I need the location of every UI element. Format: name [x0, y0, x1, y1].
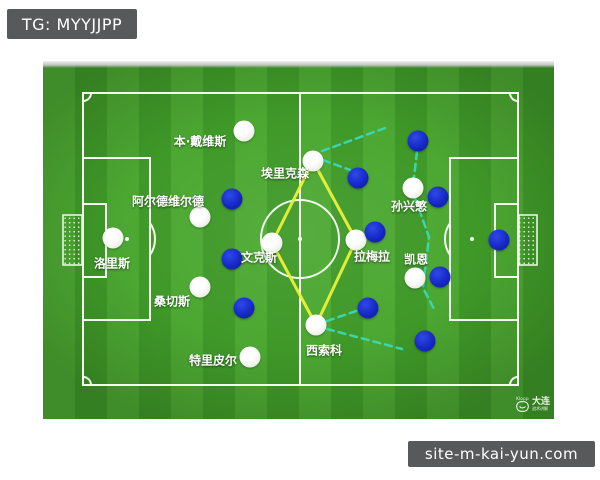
player-dot-blue	[429, 266, 451, 288]
pitch-overlay	[62, 92, 538, 386]
player-label: 埃里克森	[260, 166, 310, 181]
run-dashed-line	[413, 196, 436, 311]
player-label: 西索科	[305, 343, 343, 358]
watermark-subtitle: 战术讲解	[531, 406, 548, 412]
player-dot-blue	[407, 130, 429, 152]
player-dot-white	[305, 314, 327, 336]
player-dot-white	[189, 206, 211, 228]
site-url-tag: site-m-kai-yun.com	[408, 441, 595, 467]
player-dot-blue	[233, 297, 255, 319]
player-label: 本·戴维斯	[173, 134, 227, 149]
right-goal-net	[518, 214, 538, 266]
player-label: 文克斯	[240, 250, 278, 265]
player-dot-blue	[427, 186, 449, 208]
player-dot-blue	[347, 167, 369, 189]
player-dot-blue	[414, 330, 436, 352]
player-dot-white	[239, 346, 261, 368]
player-label: 特里皮尔	[188, 353, 238, 368]
pitch-markings	[62, 92, 538, 386]
watermark-logo-text: Klopp	[516, 396, 529, 401]
run-dashed-line	[325, 308, 361, 323]
player-dot-white	[302, 150, 324, 172]
player-dot-white	[402, 177, 424, 199]
player-dot-white	[261, 232, 283, 254]
run-dashed-line	[320, 125, 390, 153]
watermark: Klopp 大连 战术讲解	[516, 397, 550, 412]
player-dot-blue	[221, 188, 243, 210]
watermark-crest-icon	[516, 401, 529, 412]
player-label: 孙兴慜	[390, 199, 428, 214]
player-dot-blue	[364, 221, 386, 243]
player-dot-blue	[357, 297, 379, 319]
run-dashed-line	[412, 150, 419, 179]
watermark-title: 大连	[531, 397, 550, 408]
telegram-tag: TG: MYYJJPP	[7, 9, 137, 39]
player-dot-white	[404, 267, 426, 289]
pitch: Klopp 大连 战术讲解 洛里斯 本·戴维斯阿尔德维尔德桑切斯特里皮尔 文克斯 埃里…	[43, 61, 554, 419]
run-dashed-line	[321, 158, 352, 172]
player-dot-white	[345, 229, 367, 251]
player-label: 凯恩	[403, 252, 429, 267]
photo-top-gradient	[43, 61, 554, 68]
player-label: 洛里斯	[93, 256, 131, 271]
player-label: 阿尔德维尔德	[131, 194, 205, 209]
player-label: 拉梅拉	[353, 249, 391, 264]
player-dot-blue	[488, 229, 510, 251]
player-dot-blue	[221, 248, 243, 270]
midfield-diamond-line	[270, 159, 358, 327]
left-goal-net	[62, 214, 83, 266]
player-dot-white	[102, 227, 124, 249]
player-label: 桑切斯	[153, 294, 191, 309]
run-dashed-line	[325, 327, 404, 351]
player-dot-white	[189, 276, 211, 298]
player-dot-white	[233, 120, 255, 142]
